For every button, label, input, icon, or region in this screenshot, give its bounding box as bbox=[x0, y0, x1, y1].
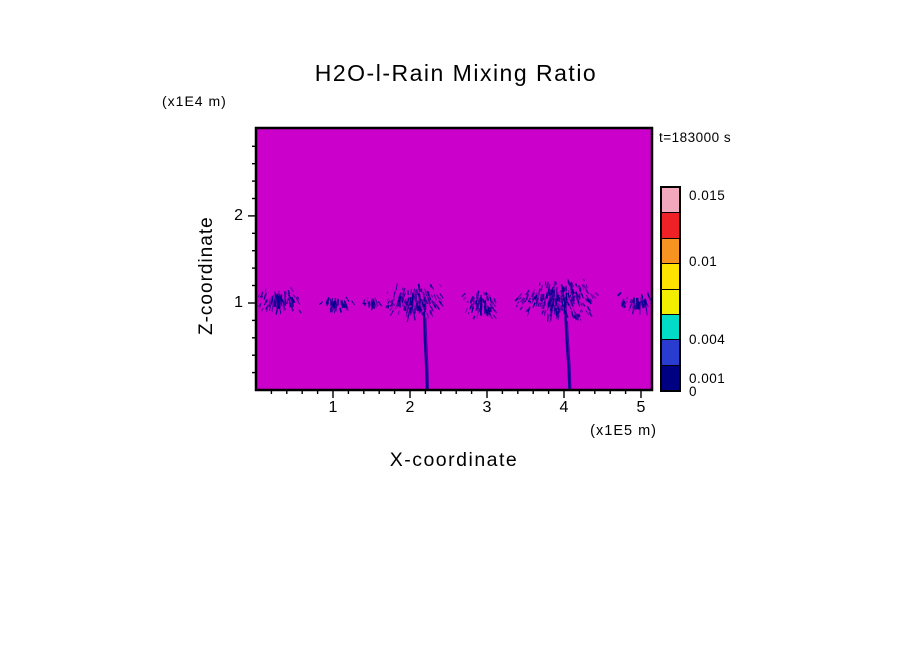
colorbar-segment bbox=[662, 213, 679, 239]
colorbar-segment bbox=[662, 289, 679, 315]
y-tick-label: 2 bbox=[234, 206, 243, 224]
y-axis-label: Z-coordinate bbox=[196, 216, 217, 335]
colorbar-tick-label: 0 bbox=[689, 384, 698, 399]
colorbar-segment bbox=[662, 264, 679, 290]
colorbar-tick-label: 0.01 bbox=[689, 253, 718, 269]
y-axis-units: (x1E4 m) bbox=[162, 93, 227, 109]
chart-title: H2O-l-Rain Mixing Ratio bbox=[314, 60, 598, 86]
colorbar-tick-label: 0.001 bbox=[689, 370, 726, 386]
plot-area bbox=[256, 128, 652, 390]
colorbar-tick-label: 0.004 bbox=[689, 331, 726, 347]
colorbar-segment bbox=[662, 238, 679, 265]
x-tick-label: 3 bbox=[482, 399, 492, 416]
colorbar-segment bbox=[662, 365, 679, 390]
colorbar-tick-label: 0.015 bbox=[689, 188, 726, 204]
x-tick-label: 4 bbox=[559, 399, 569, 416]
colorbar-segment bbox=[662, 340, 679, 366]
y-tick-label: 1 bbox=[234, 293, 243, 311]
x-tick-label: 2 bbox=[405, 399, 415, 416]
colorbar-segment bbox=[662, 314, 679, 341]
colorbar-segment bbox=[662, 188, 679, 214]
x-tick-label: 1 bbox=[328, 399, 338, 416]
colorbar bbox=[660, 186, 681, 392]
x-tick-label: 5 bbox=[636, 399, 646, 416]
time-annotation: t=183000 s bbox=[659, 130, 732, 145]
rain-features-layer bbox=[256, 278, 652, 390]
x-axis-units: (x1E5 m) bbox=[590, 423, 657, 439]
x-axis-label: X-coordinate bbox=[389, 449, 519, 471]
